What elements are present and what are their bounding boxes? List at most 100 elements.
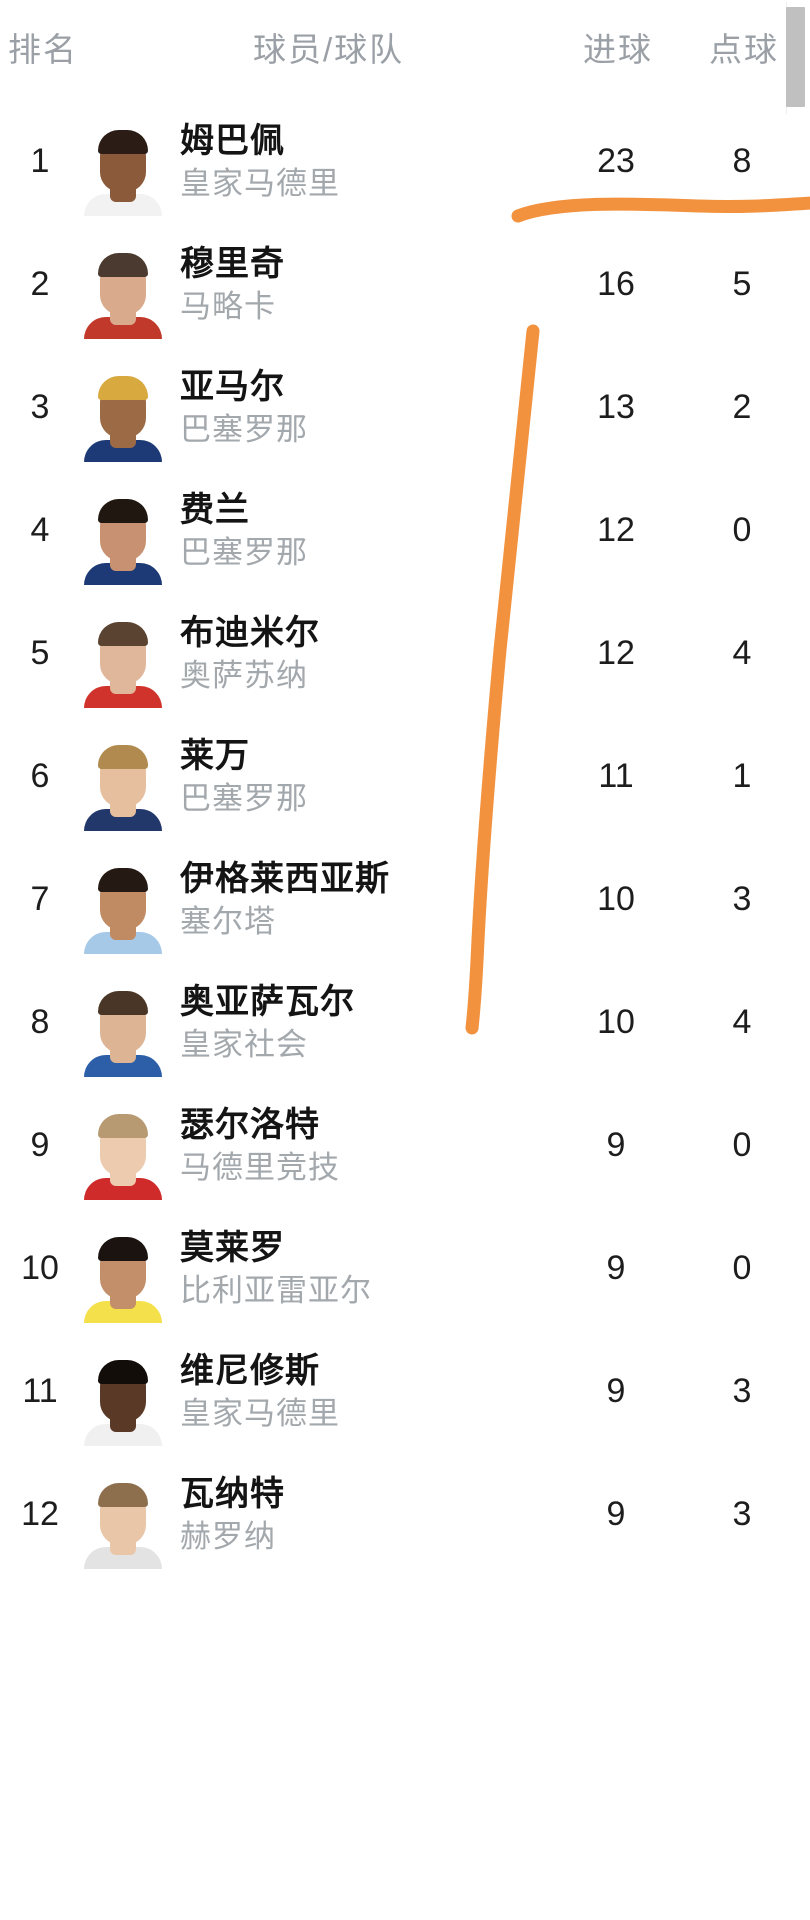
scrollbar-thumb[interactable]	[786, 7, 805, 107]
scrollbar-track[interactable]	[786, 2, 808, 114]
cell-penalties: 3	[732, 880, 752, 918]
cell-rank: 11	[22, 1372, 58, 1410]
team-name: 皇家马德里	[180, 1395, 340, 1431]
cell-goals: 9	[606, 1249, 626, 1287]
avatar-portrait-icon	[84, 361, 162, 462]
team-name: 马德里竞技	[180, 1149, 340, 1185]
cell-player-team: 莱万 巴塞罗那	[166, 736, 570, 818]
team-name: 塞尔塔	[180, 903, 276, 939]
player-name: 穆里奇	[180, 244, 285, 283]
avatar-portrait-icon	[84, 607, 162, 708]
cell-player-team: 布迪米尔 奥萨苏纳	[166, 613, 570, 695]
table-row[interactable]: 10 莫莱罗 比利亚雷亚尔 9 0	[0, 1207, 810, 1330]
cell-player-team: 维尼修斯 皇家马德里	[166, 1351, 570, 1433]
player-name: 瑟尔洛特	[180, 1105, 320, 1144]
cell-player-team: 姆巴佩 皇家马德里	[166, 121, 570, 203]
player-name: 姆巴佩	[180, 121, 285, 160]
team-name: 奥萨苏纳	[180, 657, 308, 693]
table-row[interactable]: 11 维尼修斯皇家马德里 9 3	[0, 1330, 810, 1453]
player-avatar	[80, 1215, 166, 1323]
player-avatar	[80, 1338, 166, 1446]
cell-goals: 12	[597, 511, 635, 549]
cell-rank: 3	[30, 388, 50, 426]
avatar-portrait-icon	[84, 853, 162, 954]
column-header-goals: 进球	[583, 31, 653, 68]
table-row[interactable]: 2 穆里奇马略卡 16 5	[0, 223, 810, 346]
cell-penalties: 2	[732, 388, 752, 426]
cell-rank: 10	[21, 1249, 59, 1287]
player-avatar	[80, 108, 166, 216]
avatar-portrait-icon	[84, 1468, 162, 1569]
table-row[interactable]: 6 莱万 巴塞罗那 11 1	[0, 715, 810, 838]
table-row[interactable]: 3 亚马尔巴塞罗那 13 2	[0, 346, 810, 469]
table-row[interactable]: 8 奥亚萨瓦尔皇家社会 10 4	[0, 961, 810, 1084]
cell-goals: 23	[597, 142, 635, 180]
player-name: 莫莱罗	[180, 1228, 285, 1267]
cell-penalties: 4	[732, 634, 752, 672]
column-header-player-team: 球员/球队	[253, 31, 405, 68]
cell-rank: 8	[30, 1003, 50, 1041]
avatar-portrait-icon	[84, 1222, 162, 1323]
player-avatar	[80, 600, 166, 708]
cell-penalties: 0	[732, 511, 752, 549]
player-avatar	[80, 969, 166, 1077]
avatar-portrait-icon	[84, 238, 162, 339]
cell-player-team: 莫莱罗 比利亚雷亚尔	[166, 1228, 570, 1310]
cell-penalties: 4	[732, 1003, 752, 1041]
avatar-portrait-icon	[84, 976, 162, 1077]
table-row[interactable]: 7 伊格莱西亚斯 塞尔塔 10 3	[0, 838, 810, 961]
player-name: 亚马尔	[180, 367, 285, 406]
player-avatar	[80, 1092, 166, 1200]
team-name: 巴塞罗那	[180, 780, 308, 816]
player-avatar	[80, 846, 166, 954]
cell-player-team: 穆里奇 马略卡	[166, 244, 570, 326]
cell-player-team: 亚马尔 巴塞罗那	[166, 367, 570, 449]
cell-goals: 9	[606, 1126, 626, 1164]
cell-rank: 1	[30, 142, 50, 180]
cell-goals: 13	[597, 388, 635, 426]
team-name: 赫罗纳	[180, 1518, 276, 1554]
table-row[interactable]: 9 瑟尔洛特马德里竞技 9 0	[0, 1084, 810, 1207]
team-name: 比利亚雷亚尔	[180, 1272, 372, 1308]
cell-rank: 2	[30, 265, 50, 303]
table-row[interactable]: 5 布迪米尔奥萨苏纳 12 4	[0, 592, 810, 715]
table-row[interactable]: 1 姆巴佩皇家马德里 23 8	[0, 100, 810, 223]
table-row[interactable]: 12 瓦纳特 赫罗纳 9 3	[0, 1453, 810, 1576]
cell-rank: 4	[30, 511, 50, 549]
cell-penalties: 0	[732, 1126, 752, 1164]
cell-rank: 5	[30, 634, 50, 672]
player-name: 伊格莱西亚斯	[180, 859, 390, 898]
team-name: 皇家社会	[180, 1026, 308, 1062]
cell-rank: 9	[30, 1126, 50, 1164]
team-name: 马略卡	[180, 288, 276, 324]
cell-goals: 11	[598, 757, 634, 795]
cell-goals: 9	[606, 1372, 626, 1410]
cell-penalties: 3	[732, 1372, 752, 1410]
cell-goals: 12	[597, 634, 635, 672]
cell-penalties: 1	[732, 757, 752, 795]
cell-rank: 12	[21, 1495, 59, 1533]
table-row[interactable]: 4 费兰 巴塞罗那 12 0	[0, 469, 810, 592]
column-header-penalties: 点球	[709, 31, 779, 68]
cell-player-team: 奥亚萨瓦尔 皇家社会	[166, 982, 570, 1064]
player-name: 奥亚萨瓦尔	[180, 982, 355, 1021]
cell-penalties: 5	[732, 265, 752, 303]
table-header-row: 排名 球员/球队 进球 点球	[0, 0, 810, 100]
cell-goals: 9	[606, 1495, 626, 1533]
cell-goals: 16	[597, 265, 635, 303]
player-name: 布迪米尔	[180, 613, 320, 652]
player-avatar	[80, 354, 166, 462]
cell-penalties: 8	[732, 142, 752, 180]
column-header-rank: 排名	[8, 31, 78, 68]
avatar-portrait-icon	[84, 1099, 162, 1200]
avatar-portrait-icon	[84, 730, 162, 831]
player-name: 维尼修斯	[180, 1351, 320, 1390]
table-body: 1 姆巴佩 皇家马德里 23 8 2 穆里奇 马略卡 16 5 3 亚马尔 巴塞罗那 13 2 4 费兰 巴塞罗那…	[0, 100, 810, 1576]
avatar-portrait-icon	[84, 115, 162, 216]
player-name: 瓦纳特	[180, 1474, 285, 1513]
team-name: 皇家马德里	[180, 165, 340, 201]
cell-goals: 10	[597, 1003, 635, 1041]
team-name: 巴塞罗那	[180, 411, 308, 447]
cell-rank: 7	[30, 880, 50, 918]
